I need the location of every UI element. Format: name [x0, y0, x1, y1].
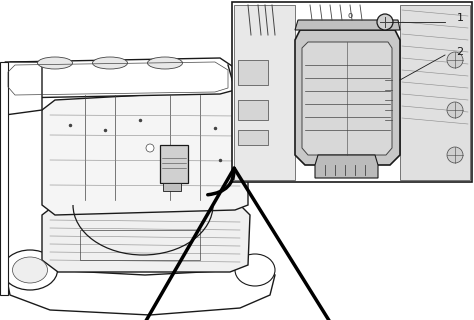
Text: 1: 1: [456, 13, 464, 23]
Polygon shape: [302, 42, 392, 155]
Polygon shape: [5, 62, 42, 115]
Polygon shape: [234, 5, 295, 180]
Bar: [238, 100, 268, 120]
Bar: [238, 130, 268, 145]
Text: 2: 2: [456, 47, 464, 57]
FancyArrowPatch shape: [88, 168, 388, 320]
Bar: [163, 183, 181, 191]
Circle shape: [146, 144, 154, 152]
Polygon shape: [8, 265, 275, 315]
Bar: [238, 60, 268, 85]
Bar: [160, 145, 188, 183]
Circle shape: [447, 102, 463, 118]
Circle shape: [377, 14, 393, 30]
Polygon shape: [315, 155, 378, 178]
Polygon shape: [5, 58, 235, 98]
Ellipse shape: [37, 57, 73, 69]
Circle shape: [447, 52, 463, 68]
Polygon shape: [295, 30, 400, 165]
Polygon shape: [400, 5, 470, 180]
Ellipse shape: [12, 257, 47, 283]
Circle shape: [447, 147, 463, 163]
Polygon shape: [0, 62, 8, 295]
Bar: [20, 65, 215, 95]
Bar: [80, 230, 200, 260]
Polygon shape: [295, 20, 400, 30]
Ellipse shape: [2, 250, 57, 290]
Ellipse shape: [147, 57, 182, 69]
Polygon shape: [42, 200, 250, 272]
Polygon shape: [42, 90, 248, 215]
Ellipse shape: [235, 254, 275, 286]
Text: o: o: [347, 11, 353, 20]
Bar: [232, 2, 472, 182]
Ellipse shape: [92, 57, 128, 69]
